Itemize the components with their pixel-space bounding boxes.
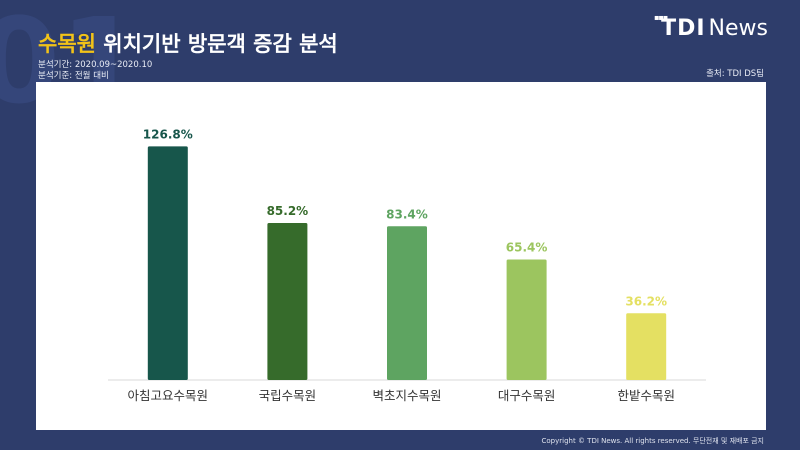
category-label: 한밭수목원 <box>617 388 675 403</box>
tdi-news-logo: ▪▪▪ TDI News <box>654 13 768 41</box>
bar-4 <box>506 259 547 380</box>
chart-panel: 126.8% 아침고요수목원 85.2% 국립수목원 83.4% 벽초지수목원 65.4% 대… <box>36 82 766 430</box>
title-rest: 위치기반 방문객 증감 분석 <box>95 32 338 56</box>
copyright-notice: Copyright © TDI News. All rights reserve… <box>541 437 764 445</box>
bar-value-label: 65.4% <box>506 240 548 254</box>
bar-value-label: 126.8% <box>143 127 193 141</box>
page-title: 수목원 위치기반 방문객 증감 분석 <box>38 28 338 58</box>
analysis-basis: 분석기준: 전월 대비 <box>38 71 109 81</box>
logo-dots-icon: ▪▪▪ <box>654 13 668 22</box>
title-highlight: 수목원 <box>38 32 96 56</box>
category-label: 국립수목원 <box>259 388 317 403</box>
bar-value-label: 85.2% <box>267 204 309 218</box>
logo-bold-text: TDI <box>661 16 706 41</box>
bar-2 <box>267 222 308 380</box>
data-source: 출처: TDI DS팀 <box>706 69 764 79</box>
bar-3 <box>387 226 427 380</box>
analysis-period: 분석기간: 2020.09~2020.10 <box>38 60 153 70</box>
bar-value-label: 83.4% <box>386 207 428 221</box>
bar-1 <box>147 146 188 380</box>
category-label: 벽초지수목원 <box>372 388 441 403</box>
category-label: 아침고요수목원 <box>128 388 209 403</box>
bar-value-label: 36.2% <box>625 294 667 308</box>
bar-5 <box>626 313 667 380</box>
category-label: 대구수목원 <box>498 388 556 403</box>
logo-thin-text: News <box>708 16 768 41</box>
bar-chart: 126.8% 아침고요수목원 85.2% 국립수목원 83.4% 벽초지수목원 65.4% 대… <box>108 127 706 403</box>
